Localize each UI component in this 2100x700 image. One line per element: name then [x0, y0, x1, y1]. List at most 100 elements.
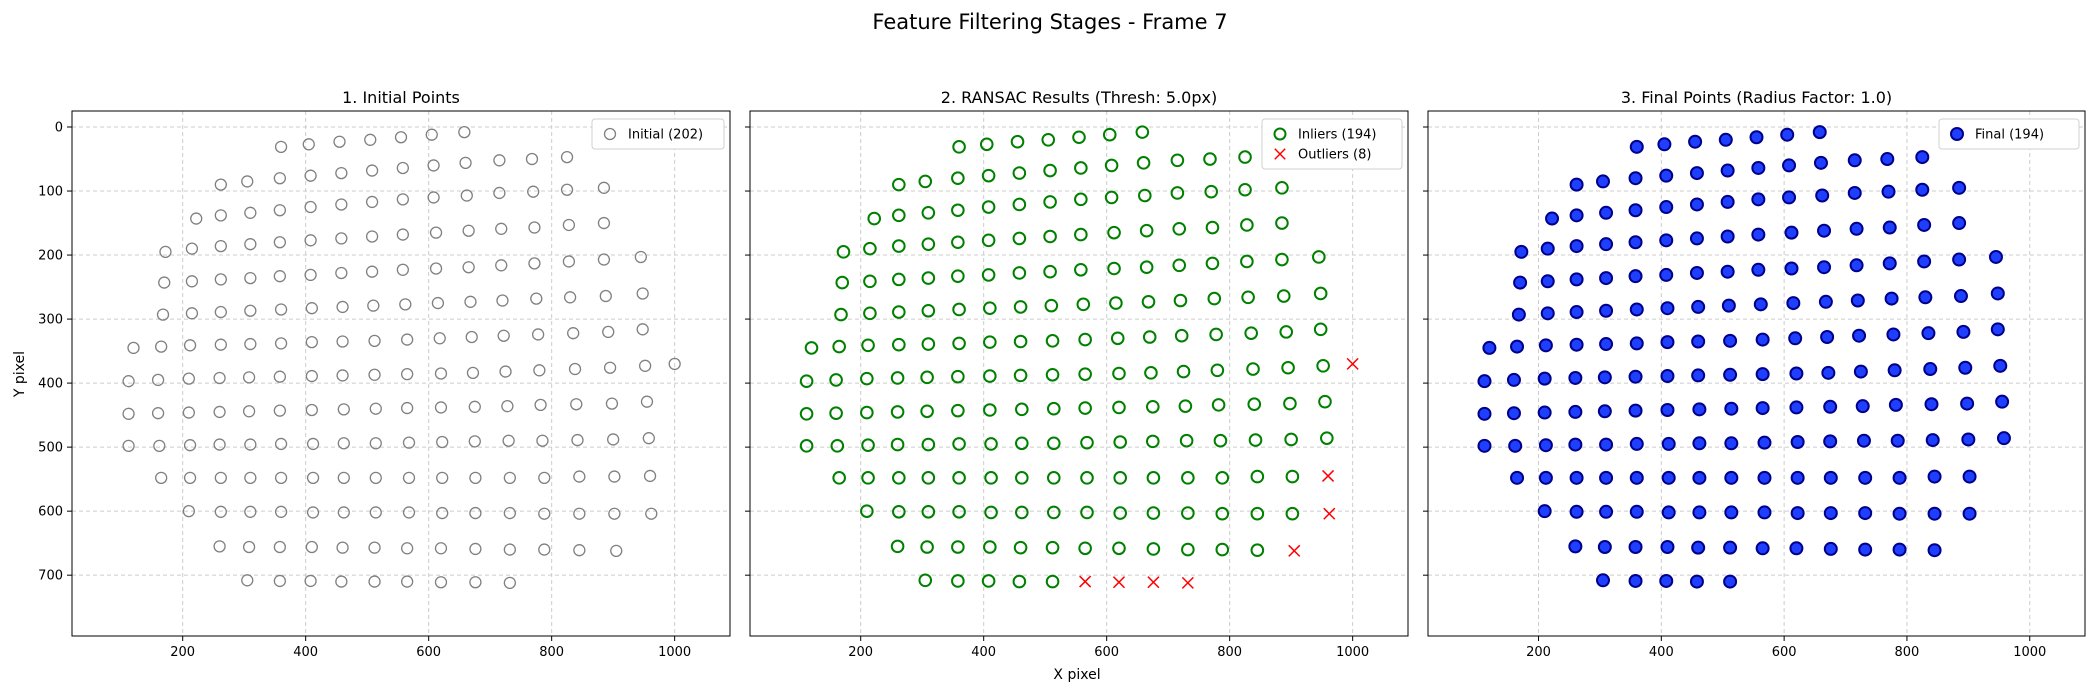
data-point	[981, 168, 996, 183]
data-point	[1043, 195, 1057, 209]
data-point	[495, 259, 508, 272]
data-point	[1692, 470, 1707, 485]
data-point	[434, 367, 448, 380]
data-point	[1692, 505, 1707, 520]
data-point	[636, 287, 649, 300]
data-point	[1209, 327, 1223, 342]
data-point	[1172, 222, 1187, 236]
data-point	[1046, 471, 1061, 485]
data-point	[185, 275, 199, 288]
data-point	[1918, 290, 1933, 305]
data-point	[921, 437, 936, 452]
data-point	[573, 507, 586, 520]
data-point	[241, 175, 254, 188]
data-point	[835, 275, 850, 290]
data-point	[306, 437, 320, 451]
data-point	[460, 189, 473, 202]
data-point	[1692, 402, 1707, 417]
data-point	[495, 222, 508, 235]
data-point	[304, 234, 317, 247]
plot-area	[72, 111, 730, 636]
data-point	[1285, 469, 1300, 484]
data-point	[1275, 181, 1289, 195]
data-point	[427, 159, 440, 172]
data-point	[1961, 432, 1976, 447]
data-point	[531, 328, 545, 341]
data-point	[1927, 506, 1942, 521]
data-point	[804, 341, 819, 355]
data-point	[1849, 221, 1864, 236]
data-point	[1537, 405, 1552, 420]
data-point	[468, 435, 481, 448]
data-point	[892, 337, 906, 352]
data-point	[1275, 252, 1289, 267]
data-point	[1723, 540, 1738, 555]
data-point	[921, 205, 936, 220]
data-point	[1181, 506, 1195, 520]
data-point	[242, 540, 256, 554]
data-point	[502, 434, 515, 447]
data-point	[1537, 504, 1552, 519]
data-point	[1211, 398, 1226, 412]
x-tick-label: 1000	[658, 645, 691, 660]
data-point	[434, 401, 448, 414]
data-point	[1751, 262, 1766, 277]
data-point	[1141, 294, 1156, 309]
data-point	[1540, 306, 1555, 321]
data-point	[984, 505, 998, 520]
data-point	[1599, 205, 1614, 220]
data-point	[1927, 543, 1942, 558]
data-point	[984, 437, 998, 451]
data-point	[1755, 367, 1770, 382]
data-point	[337, 506, 350, 519]
data-point	[1757, 505, 1772, 520]
data-point	[274, 505, 288, 518]
data-point	[1788, 331, 1803, 346]
data-point	[1823, 470, 1838, 485]
outlier-mark-stroke	[1322, 469, 1335, 482]
data-point	[335, 232, 348, 245]
data-point	[981, 268, 996, 282]
data-point	[567, 327, 580, 340]
data-point	[1568, 404, 1583, 419]
data-point	[921, 271, 936, 285]
data-point	[860, 405, 874, 420]
data-point	[1724, 401, 1739, 416]
data-point	[1993, 358, 2008, 373]
data-point	[274, 471, 288, 485]
data-point	[1660, 369, 1675, 384]
data-point	[890, 405, 905, 419]
data-point	[336, 369, 349, 382]
data-point	[335, 198, 348, 211]
data-point	[1689, 574, 1704, 589]
data-point	[605, 397, 619, 410]
chart-panel-1: 200 400 600 800 1000 0 100 200 300 400 500 600 700 1.…	[38, 88, 731, 660]
data-point	[1013, 300, 1028, 314]
data-point	[1312, 250, 1326, 264]
data-point	[158, 276, 171, 289]
data-point	[892, 504, 906, 519]
data-point	[608, 470, 621, 483]
data-point	[155, 471, 168, 485]
data-point	[1757, 435, 1772, 450]
data-point	[337, 437, 350, 450]
data-point	[1720, 194, 1735, 209]
data-point	[952, 471, 966, 485]
data-point	[469, 576, 482, 589]
series-filled-circle	[1477, 125, 2011, 589]
data-point	[562, 255, 576, 268]
data-point	[1207, 291, 1222, 306]
data-point	[1078, 401, 1092, 415]
data-point	[122, 439, 135, 452]
x-tick-label: 400	[1649, 645, 1674, 660]
legend-marker	[603, 127, 617, 141]
data-point	[436, 471, 449, 485]
data-point	[1952, 216, 1967, 231]
data-point	[981, 233, 996, 248]
data-point	[429, 262, 443, 275]
data-point	[1812, 125, 1827, 140]
data-point	[1962, 506, 1977, 521]
data-point	[1215, 471, 1230, 485]
panel-title: 3. Final Points (Radius Factor: 1.0)	[1621, 88, 1892, 107]
